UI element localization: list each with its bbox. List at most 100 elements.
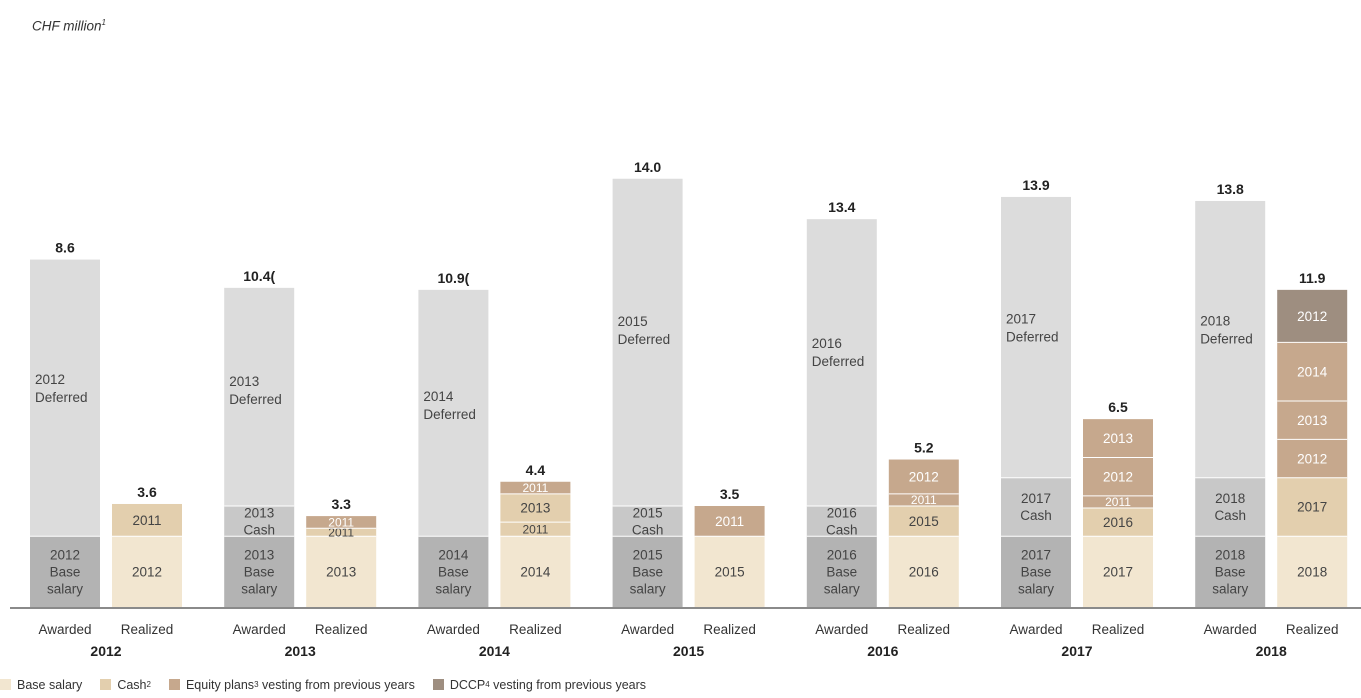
segment-label: 2012 xyxy=(1297,451,1327,466)
segment-label: 2012 xyxy=(1297,309,1327,324)
legend-item-equity: Equity plans 3 vesting from previous year… xyxy=(168,677,415,692)
segment-label: salary xyxy=(1018,581,1054,596)
bar-segment-awarded_cash xyxy=(612,506,683,537)
segment-label: Base xyxy=(438,564,469,579)
segment-label: 2016 xyxy=(1103,515,1133,530)
bar-segment-cash xyxy=(112,503,182,537)
bar-segment-base_salary xyxy=(112,536,182,607)
bar-segment-deferred xyxy=(1001,196,1071,478)
legend-label-suffix: vesting from previous years xyxy=(258,677,415,692)
segment-label: salary xyxy=(824,581,860,596)
segment-label: 2016 xyxy=(827,547,857,562)
segment-label: Deferred xyxy=(423,407,476,422)
segment-label: 2018 xyxy=(1215,547,1245,562)
unit-label-text: CHF million xyxy=(32,18,102,34)
segment-label: 2013 xyxy=(229,374,259,389)
segment-label: 2014 xyxy=(1297,364,1328,379)
segment-label: 2016 xyxy=(812,336,842,351)
bar-segment-awarded_cash xyxy=(806,506,877,537)
legend-item-cash: Cash 2 xyxy=(100,678,151,692)
legend-swatch xyxy=(168,679,180,690)
legend-footnote: 3 xyxy=(254,680,259,689)
segment-label: 2017 xyxy=(1021,547,1051,562)
bar-segment-awarded_base xyxy=(612,536,683,607)
segment-label: 2016 xyxy=(827,505,857,520)
unit-label: CHF million1 xyxy=(32,18,106,34)
x-category-label: Awarded xyxy=(1009,622,1062,637)
segment-label: Deferred xyxy=(35,390,88,405)
bar-segment-equity xyxy=(1277,400,1348,440)
legend-swatch xyxy=(0,679,11,690)
bar-total-label: 11.9 xyxy=(1299,270,1326,286)
bar-segment-base_salary xyxy=(306,536,377,607)
bar-total-label: 13.9 xyxy=(1022,177,1049,193)
unit-label-footnote: 1 xyxy=(101,18,106,27)
segment-label: 2013 xyxy=(244,505,274,520)
bar-segment-deferred xyxy=(224,287,295,506)
bar-segment-awarded_base xyxy=(1001,536,1071,607)
legend-item-base_salary: Base salary xyxy=(0,678,82,692)
segment-label: 2017 xyxy=(1021,491,1051,506)
segment-label: 2013 xyxy=(520,501,550,516)
segment-label: 2015 xyxy=(909,514,939,529)
segment-label: 2015 xyxy=(715,564,745,579)
segment-label: 2017 xyxy=(1006,311,1036,326)
x-category-label: Awarded xyxy=(233,622,286,637)
bar-segment-cash xyxy=(306,528,377,537)
bar-segment-awarded_base xyxy=(1195,536,1266,607)
bar-segment-cash xyxy=(1277,477,1348,537)
bar-segment-deferred xyxy=(1195,200,1266,478)
segment-label: 2014 xyxy=(520,564,551,579)
bar-segment-equity xyxy=(1277,342,1348,401)
bar-segment-deferred xyxy=(30,259,100,537)
segment-label: 2013 xyxy=(1297,413,1327,428)
segment-label: 2013 xyxy=(1103,431,1133,446)
bar-total-label: 13.4 xyxy=(828,199,855,215)
segment-label: salary xyxy=(435,581,471,596)
bar-segment-equity xyxy=(888,459,959,494)
bar-segment-cash xyxy=(500,522,571,537)
x-category-label: Realized xyxy=(703,622,756,637)
x-category-label: Awarded xyxy=(427,622,480,637)
x-year-label: 2018 xyxy=(1256,643,1287,659)
legend-label: DCCP xyxy=(449,677,486,692)
bar-segment-base_salary xyxy=(500,536,571,607)
legend-label: Cash xyxy=(117,677,147,692)
segment-label: Base xyxy=(1215,564,1246,579)
bar-total-label: 14.0 xyxy=(634,159,661,175)
x-category-label: Realized xyxy=(1092,622,1145,637)
segment-label: 2015 xyxy=(633,505,663,520)
segment-label: 2011 xyxy=(715,514,744,529)
segment-label: 2018 xyxy=(1200,314,1230,329)
segment-label: salary xyxy=(1212,581,1248,596)
segment-label: salary xyxy=(630,581,666,596)
segment-label: Deferred xyxy=(618,332,671,347)
x-category-label: Realized xyxy=(1286,622,1339,637)
bar-segment-equity xyxy=(500,481,571,494)
segment-label: Cash xyxy=(826,522,858,537)
bar-total-label: 5.2 xyxy=(914,440,934,456)
segment-label: 2011 xyxy=(328,525,354,539)
segment-label: Deferred xyxy=(229,392,282,407)
segment-label: Cash xyxy=(632,522,664,537)
bar-segment-base_salary xyxy=(694,536,765,607)
legend-label: Equity plans xyxy=(185,677,255,692)
x-category-label: Realized xyxy=(121,622,174,637)
x-category-label: Realized xyxy=(315,622,368,637)
segment-label: Base xyxy=(50,564,81,579)
chart-legend: Base salary Cash 2 Equity plans 3 vesting fr… xyxy=(0,676,664,693)
bar-segment-awarded_base xyxy=(30,536,100,607)
segment-label: Deferred xyxy=(1200,332,1253,347)
x-category-label: Realized xyxy=(509,622,562,637)
x-category-label: Realized xyxy=(898,622,951,637)
segment-label: Cash xyxy=(1020,508,1052,523)
segment-label: 2012 xyxy=(132,564,162,579)
x-year-label: 2014 xyxy=(479,643,510,659)
segment-label: 2017 xyxy=(1103,564,1133,579)
bar-segment-awarded_base xyxy=(418,536,489,607)
x-year-label: 2017 xyxy=(1061,643,1092,659)
segment-label: 2011 xyxy=(522,522,548,536)
bar-segment-equity xyxy=(306,516,377,529)
legend-footnote: 2 xyxy=(146,680,151,689)
